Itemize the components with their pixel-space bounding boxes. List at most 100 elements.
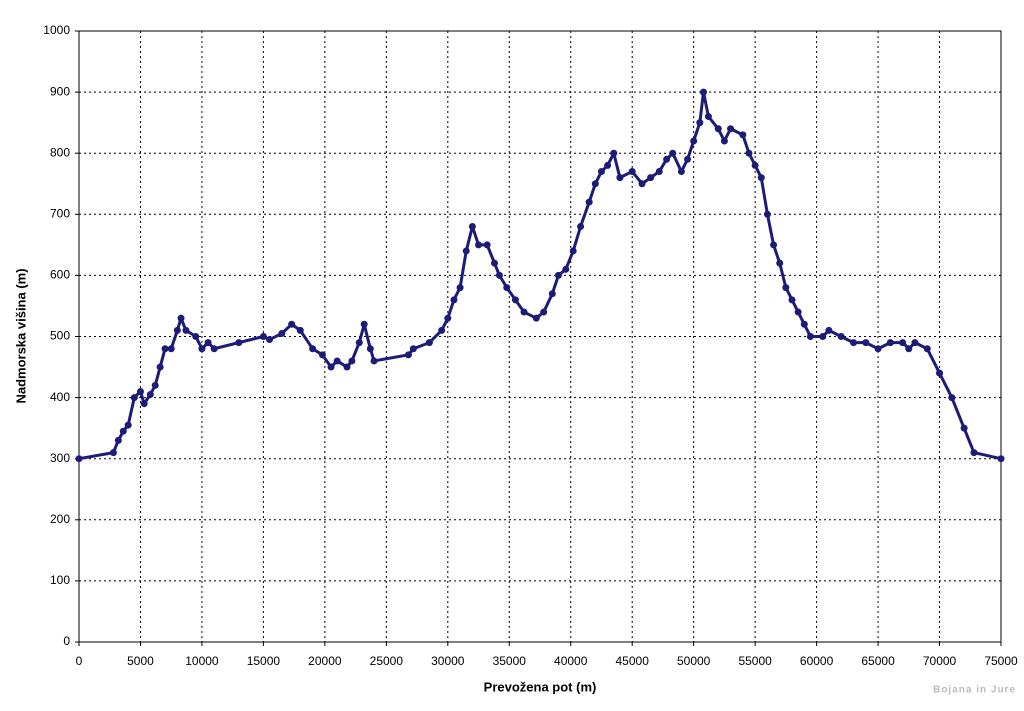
y-tick-label: 400: [50, 390, 70, 404]
marker: [182, 326, 190, 334]
x-tick-label: 55000: [738, 654, 772, 668]
marker: [140, 400, 148, 408]
x-tick-label: 15000: [247, 654, 281, 668]
marker: [136, 387, 144, 395]
marker: [333, 357, 341, 365]
marker: [503, 284, 511, 292]
marker: [409, 345, 417, 353]
marker: [540, 308, 548, 316]
marker: [468, 223, 476, 231]
marker: [130, 394, 138, 402]
marker: [309, 345, 317, 353]
marker: [745, 149, 753, 157]
marker: [849, 339, 857, 347]
x-tick-label: 20000: [308, 654, 342, 668]
marker: [151, 381, 159, 389]
marker: [355, 339, 363, 347]
x-tick-label: 65000: [861, 654, 895, 668]
marker: [948, 394, 956, 402]
marker: [444, 314, 452, 322]
marker: [296, 326, 304, 334]
marker: [343, 363, 351, 371]
marker: [348, 357, 356, 365]
y-tick-label: 700: [50, 206, 70, 220]
marker: [911, 339, 919, 347]
marker: [327, 363, 335, 371]
marker: [655, 168, 663, 176]
marker: [800, 320, 808, 328]
marker: [75, 455, 83, 463]
marker: [198, 345, 206, 353]
marker: [690, 137, 698, 145]
marker: [899, 339, 907, 347]
marker: [146, 391, 154, 399]
x-tick-label: 60000: [800, 654, 834, 668]
marker: [360, 320, 368, 328]
marker: [905, 345, 913, 353]
marker: [591, 180, 599, 188]
marker: [450, 296, 458, 304]
x-tick-label: 45000: [616, 654, 650, 668]
marker: [569, 247, 577, 255]
y-tick-label: 500: [50, 329, 70, 343]
marker: [663, 155, 671, 163]
marker: [370, 357, 378, 365]
marker: [548, 290, 556, 298]
marker: [577, 223, 585, 231]
marker: [727, 125, 735, 133]
marker: [114, 436, 122, 444]
y-tick-label: 200: [50, 512, 70, 526]
marker: [259, 333, 267, 340]
marker: [235, 339, 243, 347]
marker: [438, 326, 446, 334]
marker: [628, 168, 636, 176]
x-tick-label: 35000: [493, 654, 527, 668]
marker: [874, 345, 882, 353]
marker: [124, 421, 132, 429]
marker: [585, 198, 593, 206]
marker: [776, 259, 784, 267]
marker: [638, 180, 646, 188]
marker: [156, 363, 164, 371]
marker: [788, 296, 796, 304]
marker: [751, 161, 759, 169]
marker: [495, 271, 503, 279]
marker: [204, 339, 212, 347]
marker: [923, 345, 931, 353]
marker: [669, 149, 677, 157]
marker: [936, 369, 944, 377]
y-tick-label: 800: [50, 145, 70, 159]
marker: [757, 174, 765, 182]
marker: [278, 329, 286, 337]
marker: [532, 314, 540, 322]
marker: [604, 161, 612, 169]
marker: [173, 326, 181, 334]
marker: [119, 427, 127, 435]
marker: [161, 345, 169, 353]
y-axis-title: Nadmorska višina (m): [13, 268, 28, 403]
x-tick-label: 50000: [677, 654, 711, 668]
marker: [456, 284, 464, 292]
marker: [720, 137, 728, 145]
x-axis-title: Prevožena pot (m): [484, 679, 597, 694]
marker: [739, 131, 747, 139]
marker: [696, 119, 704, 127]
x-tick-label: 75000: [984, 654, 1018, 668]
marker: [970, 449, 978, 457]
x-tick-label: 30000: [431, 654, 465, 668]
marker: [475, 241, 483, 249]
marker: [562, 265, 570, 273]
watermark: Bojana in Jure: [933, 685, 1016, 696]
marker: [288, 320, 296, 328]
marker: [997, 455, 1005, 463]
marker: [554, 271, 562, 279]
x-tick-label: 0: [76, 654, 83, 668]
marker: [960, 424, 968, 432]
marker: [511, 296, 519, 304]
marker: [483, 241, 491, 249]
marker: [109, 449, 117, 457]
marker: [782, 284, 790, 292]
x-tick-label: 40000: [554, 654, 588, 668]
marker: [837, 333, 845, 340]
